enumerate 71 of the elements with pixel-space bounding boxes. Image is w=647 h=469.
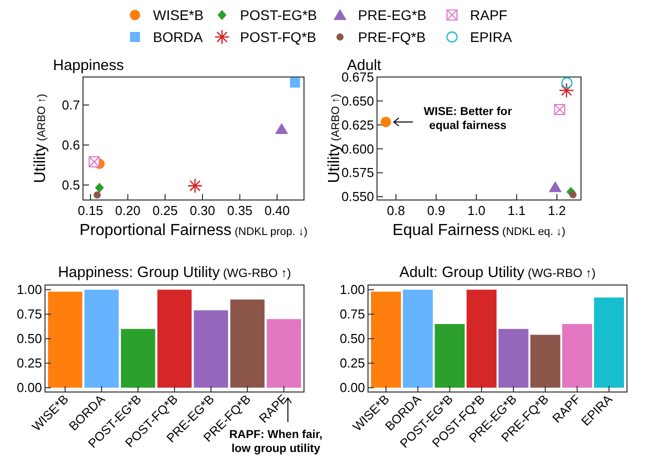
- point: [187, 178, 203, 194]
- y-tick-label: 0.75: [340, 306, 365, 322]
- bar: [530, 334, 560, 388]
- y-tick-label: 1.00: [16, 282, 42, 298]
- legend-label: PRE-EG*B: [358, 7, 426, 23]
- point: [94, 191, 101, 199]
- y-tick-label: 0.550: [341, 189, 374, 204]
- bar: [466, 290, 497, 388]
- y-tick-label: 0.600: [341, 141, 374, 156]
- bar: [402, 290, 433, 388]
- x-tick-label: 1.1: [508, 203, 526, 218]
- y-tick-label: 0.50: [16, 331, 42, 346]
- point: [569, 191, 577, 198]
- y-tick-label: 0.650: [341, 93, 374, 108]
- y-tick-label: 0.6: [62, 138, 80, 152]
- y-tick-label: 0.5: [62, 178, 80, 192]
- x-axis-title: Proportional Fairness (NDKL prop. ↓): [79, 222, 308, 239]
- x-tick-label: 1.0: [467, 203, 486, 218]
- x-tick-label: 0.8: [386, 203, 405, 218]
- bar: [84, 290, 119, 388]
- y-axis-title: Utility (ARBO ↑): [326, 94, 343, 184]
- legend-label: POST-FQ*B: [240, 29, 316, 45]
- point: [94, 182, 104, 193]
- x-tick-label: 0.20: [115, 203, 140, 218]
- y-tick-label: 0.25: [16, 356, 42, 371]
- point: [290, 78, 300, 88]
- bar: [371, 292, 401, 388]
- point: [275, 123, 288, 134]
- y-tick-label: 0.00: [340, 380, 365, 396]
- bar: [48, 292, 82, 388]
- legend-label: WISE*B: [153, 7, 204, 23]
- bar: [120, 328, 156, 388]
- y-tick-label: 0.625: [341, 117, 374, 132]
- x-tick-label: 0.30: [190, 203, 216, 218]
- bar: [230, 300, 265, 388]
- bar: [194, 310, 228, 388]
- x-tick-label: 0.25: [152, 203, 178, 218]
- chart-title: Happiness: Group Utility (WG-RBO ↑): [58, 264, 292, 281]
- x-tick-label: 0.35: [227, 203, 252, 218]
- legend-label: EPIRA: [470, 29, 513, 45]
- point: [548, 181, 562, 192]
- legend-label: POST-EG*B: [240, 7, 318, 23]
- y-tick-label: 0.25: [340, 356, 365, 371]
- y-tick-label: 0.7: [62, 98, 80, 112]
- x-tick-label: 1.2: [548, 203, 566, 218]
- y-tick-label: 0.575: [341, 165, 374, 180]
- bar: [562, 324, 592, 388]
- y-tick-label: 0.00: [16, 380, 42, 396]
- point: [561, 77, 573, 88]
- point: [558, 82, 574, 98]
- legend-label: BORDA: [153, 29, 204, 45]
- chart-title: Happiness: [53, 57, 124, 74]
- chart-title: Adult: Group Utility (WG-RBO ↑): [399, 264, 596, 281]
- y-tick-label: 0.675: [341, 70, 374, 84]
- y-tick-label: 0.50: [340, 331, 365, 346]
- bar: [594, 298, 624, 388]
- annotation: WISE: Better for equal fairness: [424, 106, 512, 132]
- x-tick-label: 0.15: [78, 203, 104, 218]
- x-axis-title: Equal Fairness (NDKL eq. ↓): [392, 222, 566, 239]
- legend-label: RAPF: [470, 7, 508, 23]
- point: [380, 116, 392, 128]
- x-tick-label: 0.40: [264, 203, 290, 218]
- y-axis-title: Utility (ARBO ↑): [32, 94, 49, 184]
- y-tick-label: 1.00: [340, 282, 365, 298]
- bar: [157, 290, 192, 388]
- x-tick-label: 0.9: [427, 203, 446, 218]
- bar: [434, 324, 465, 388]
- bar: [266, 319, 301, 388]
- bar: [498, 328, 528, 388]
- y-tick-label: 0.75: [16, 306, 42, 322]
- legend-label: PRE-FQ*B: [358, 29, 426, 45]
